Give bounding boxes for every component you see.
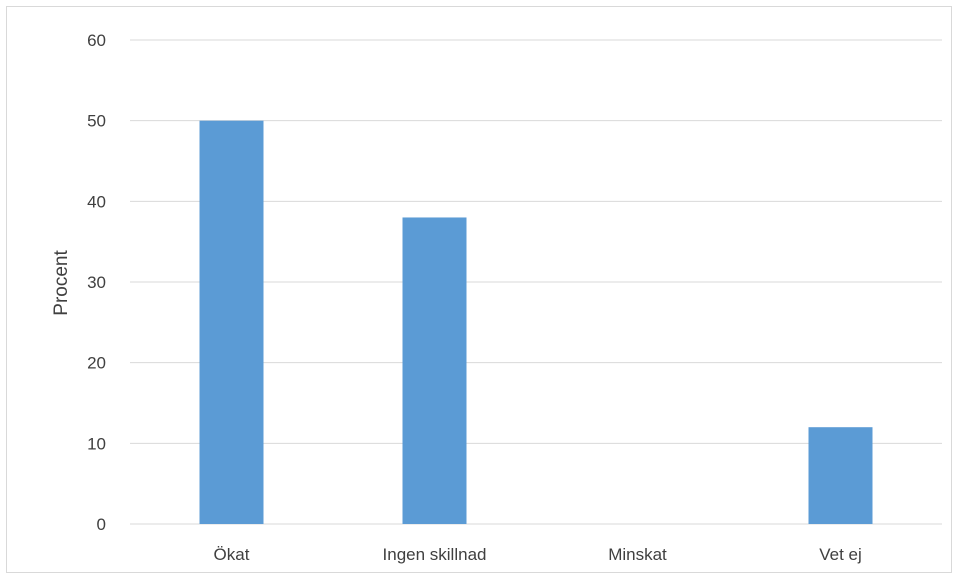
x-tick-label: Ingen skillnad (383, 545, 487, 564)
y-tick-label: 30 (87, 273, 106, 292)
bar (402, 217, 467, 524)
chart-frame (6, 6, 952, 573)
bar (199, 120, 264, 525)
x-tick-label: Vet ej (819, 545, 862, 564)
y-tick-label: 50 (87, 112, 106, 131)
x-tick-label: Minskat (608, 545, 667, 564)
y-tick-label: 40 (87, 192, 106, 211)
x-tick-label: Ökat (214, 545, 250, 564)
x-axis-ticks: Ökat Ingen skillnad Minskat Vet ej (214, 545, 862, 564)
bar (808, 427, 873, 524)
gridlines (130, 39, 942, 525)
y-tick-label: 10 (87, 434, 106, 453)
y-tick-label: 0 (97, 515, 106, 534)
bars (199, 120, 873, 525)
y-tick-label: 20 (87, 354, 106, 373)
y-axis-title: Procent (51, 250, 72, 316)
y-axis-ticks: 0 10 20 30 40 50 60 (87, 31, 106, 534)
y-tick-label: 60 (87, 31, 106, 50)
